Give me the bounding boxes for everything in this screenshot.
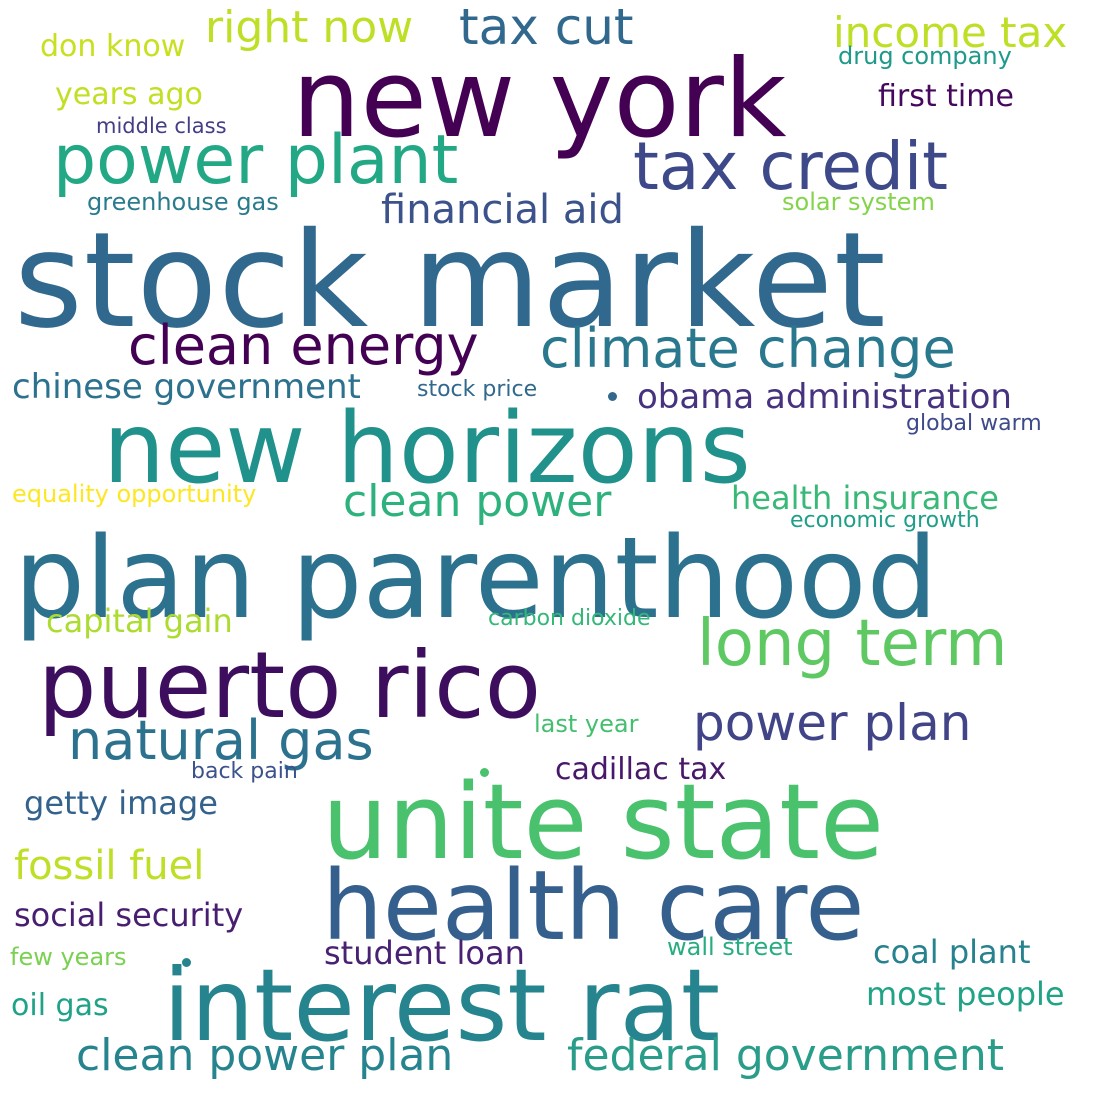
- word-stock-price: stock price: [417, 377, 538, 402]
- word-coal-plant: coal plant: [873, 933, 1031, 971]
- word-capital-gain: capital gain: [46, 602, 233, 640]
- word-greenhouse-gas: greenhouse gas: [87, 188, 279, 216]
- word-natural-gas: natural gas: [68, 709, 374, 772]
- word-fossil-fuel: fossil fuel: [14, 843, 205, 889]
- dot-mark: [182, 958, 191, 967]
- word-social-security: social security: [14, 896, 244, 934]
- word-right-now: right now: [205, 2, 414, 53]
- word-health-insurance: health insurance: [731, 479, 999, 517]
- word-clean-power-plan: clean power plan: [76, 1030, 454, 1081]
- word-federal-government: federal government: [567, 1030, 1005, 1081]
- word-most-people: most people: [866, 975, 1065, 1013]
- word-global-warm: global warm: [906, 411, 1042, 436]
- word-economic-growth: economic growth: [790, 508, 980, 533]
- word-tax-credit: tax credit: [633, 128, 949, 205]
- word-unite-state: unite state: [322, 761, 884, 883]
- word-drug-company: drug company: [838, 42, 1012, 70]
- word-cadillac-tax: cadillac tax: [555, 752, 727, 787]
- word-getty-image: getty image: [24, 784, 218, 822]
- word-equality-opportunity: equality opportunity: [12, 480, 257, 508]
- word-carbon-dioxide: carbon dioxide: [488, 606, 651, 631]
- word-first-time: first time: [878, 79, 1014, 114]
- word-interest-rat: interest rat: [163, 947, 721, 1064]
- word-long-term: long term: [697, 607, 1008, 681]
- word-power-plan: power plan: [693, 694, 972, 752]
- word-clean-power: clean power: [343, 476, 612, 527]
- word-few-years: few years: [10, 943, 127, 971]
- word-plan-parenthood: plan parenthood: [14, 514, 938, 644]
- word-years-ago: years ago: [55, 77, 203, 112]
- word-power-plant: power plant: [53, 121, 459, 200]
- word-income-tax: income tax: [833, 8, 1068, 57]
- word-wall-street: wall street: [667, 933, 793, 961]
- word-student-loan: student loan: [324, 934, 525, 972]
- word-stock-market: stock market: [14, 204, 887, 358]
- dot-mark: [480, 768, 489, 777]
- word-climate-change: climate change: [540, 317, 956, 380]
- word-puerto-rico: puerto rico: [38, 632, 541, 739]
- word-obama-administration: obama administration: [637, 377, 1012, 417]
- word-back-pain: back pain: [191, 759, 298, 784]
- dot-mark: [608, 392, 617, 401]
- word-clean-energy: clean energy: [128, 314, 479, 377]
- word-health-care: health care: [322, 850, 865, 962]
- word-chinese-government: chinese government: [12, 367, 361, 407]
- word-middle-class: middle class: [96, 114, 227, 138]
- word-solar-system: solar system: [782, 188, 935, 216]
- word-financial-aid: financial aid: [381, 187, 624, 233]
- word-last-year: last year: [534, 710, 639, 738]
- word-oil-gas: oil gas: [11, 988, 109, 1023]
- word-tax-cut: tax cut: [459, 0, 634, 56]
- word-don-know: don know: [40, 29, 186, 64]
- word-new-horizons: new horizons: [103, 392, 751, 506]
- word-new-york: new york: [292, 37, 787, 162]
